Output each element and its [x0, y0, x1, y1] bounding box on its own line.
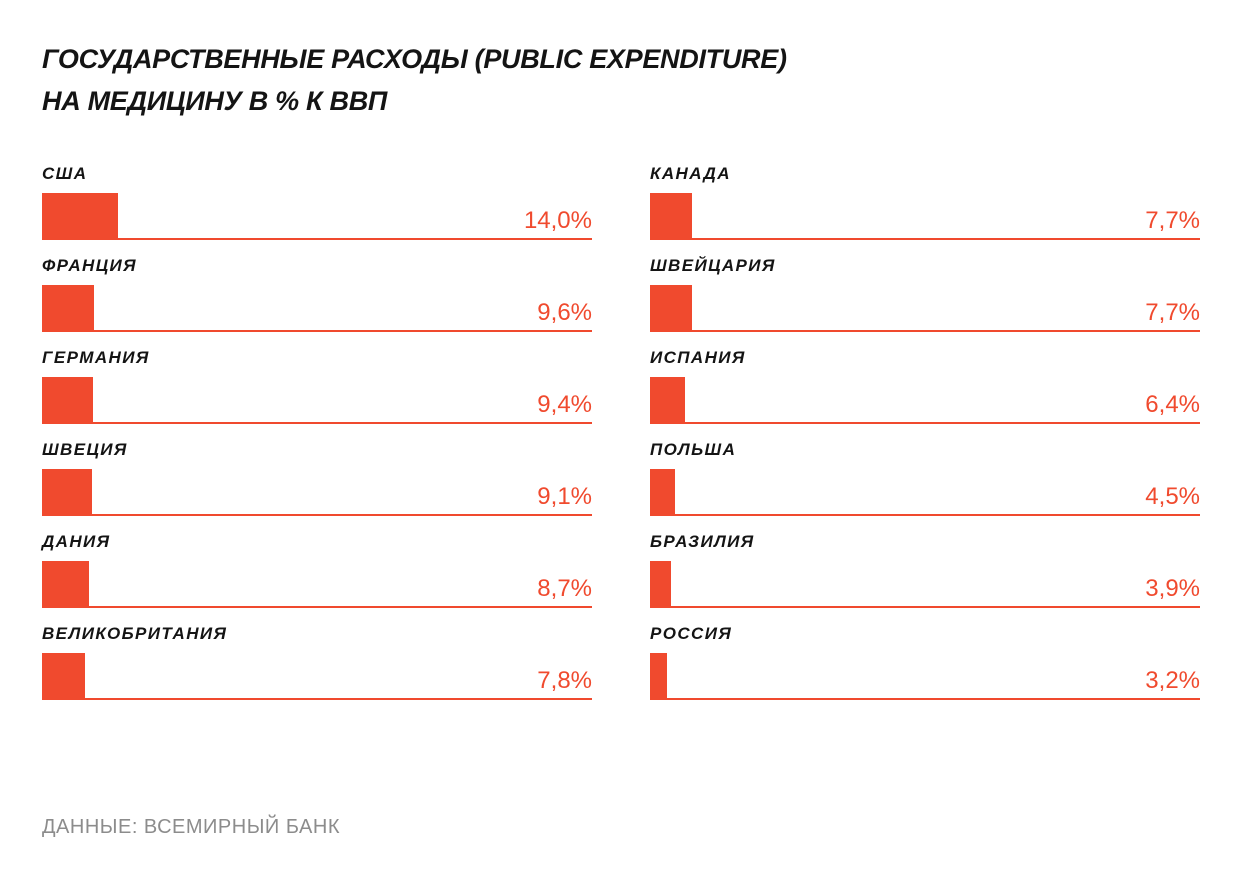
- bar-row: ПОЛЬША 4,5%: [650, 438, 1200, 530]
- country-label: ШВЕЦИЯ: [42, 440, 128, 459]
- bar-row: РОССИЯ 3,2%: [650, 622, 1200, 714]
- value-label: 7,8%: [537, 667, 592, 694]
- value-label: 3,9%: [1145, 575, 1200, 602]
- country-label: ШВЕЙЦАРИЯ: [650, 256, 776, 275]
- bar-row: ВЕЛИКОБРИТАНИЯ 7,8%: [42, 622, 592, 714]
- value-label: 9,6%: [537, 299, 592, 326]
- value-label: 7,7%: [1145, 299, 1200, 326]
- value-bar: [42, 377, 93, 424]
- bar-baseline: [650, 606, 1200, 608]
- bar-row: ШВЕЦИЯ 9,1%: [42, 438, 592, 530]
- value-bar: [650, 469, 675, 516]
- value-bar: [650, 561, 671, 608]
- source-note: ДАННЫЕ: ВСЕМИРНЫЙ БАНК: [42, 816, 340, 838]
- country-label: РОССИЯ: [650, 624, 733, 643]
- bar-baseline: [42, 514, 592, 516]
- country-label: ДАНИЯ: [42, 532, 111, 551]
- bar-baseline: [650, 330, 1200, 332]
- value-label: 3,2%: [1145, 667, 1200, 694]
- bar-row: ШВЕЙЦАРИЯ 7,7%: [650, 254, 1200, 346]
- bar-baseline: [650, 698, 1200, 700]
- bar-row: ФРАНЦИЯ 9,6%: [42, 254, 592, 346]
- country-label: ПОЛЬША: [650, 440, 737, 459]
- bar-row: ДАНИЯ 8,7%: [42, 530, 592, 622]
- chart-title-line-2: НА МЕДИЦИНУ В % К ВВП: [42, 86, 388, 116]
- country-label: КАНАДА: [650, 164, 731, 183]
- value-label: 7,7%: [1145, 207, 1200, 234]
- country-label: ВЕЛИКОБРИТАНИЯ: [42, 624, 228, 643]
- bar-row: ИСПАНИЯ 6,4%: [650, 346, 1200, 438]
- country-label: ИСПАНИЯ: [650, 348, 746, 367]
- value-label: 8,7%: [537, 575, 592, 602]
- bar-row: КАНАДА 7,7%: [650, 162, 1200, 254]
- value-label: 14,0%: [523, 207, 592, 234]
- value-bar: [42, 285, 94, 332]
- country-label: ФРАНЦИЯ: [42, 256, 137, 275]
- value-label: 9,1%: [537, 483, 592, 510]
- bar-row: ГЕРМАНИЯ 9,4%: [42, 346, 592, 438]
- value-bar: [42, 653, 85, 700]
- bar-baseline: [650, 238, 1200, 240]
- chart-column-left: США 14,0% ФРАНЦИЯ 9,6% ГЕРМАНИЯ 9,4% ШВЕЦИЯ 9,1…: [42, 162, 592, 714]
- value-label: 9,4%: [537, 391, 592, 418]
- country-label: ГЕРМАНИЯ: [42, 348, 150, 367]
- value-bar: [650, 653, 667, 700]
- bar-row: БРАЗИЛИЯ 3,9%: [650, 530, 1200, 622]
- bar-baseline: [650, 422, 1200, 424]
- value-bar: [650, 285, 692, 332]
- country-label: БРАЗИЛИЯ: [650, 532, 755, 551]
- chart-title-line-1: ГОСУДАРСТВЕННЫЕ РАСХОДЫ (PUBLIC EXPENDIT…: [42, 44, 787, 74]
- bar-baseline: [42, 698, 592, 700]
- bar-row: США 14,0%: [42, 162, 592, 254]
- bar-baseline: [650, 514, 1200, 516]
- bar-baseline: [42, 238, 592, 240]
- value-bar: [42, 469, 92, 516]
- value-bar: [650, 377, 685, 424]
- value-label: 6,4%: [1145, 391, 1200, 418]
- chart-column-right: КАНАДА 7,7% ШВЕЙЦАРИЯ 7,7% ИСПАНИЯ 6,4% ПОЛЬША…: [650, 162, 1200, 714]
- value-bar: [650, 193, 692, 240]
- chart-title: ГОСУДАРСТВЕННЫЕ РАСХОДЫ (PUBLIC EXPENDIT…: [42, 38, 787, 122]
- bar-baseline: [42, 606, 592, 608]
- bar-baseline: [42, 330, 592, 332]
- country-label: США: [42, 164, 88, 183]
- value-label: 4,5%: [1145, 483, 1200, 510]
- value-bar: [42, 561, 89, 608]
- value-bar: [42, 193, 118, 240]
- bar-baseline: [42, 422, 592, 424]
